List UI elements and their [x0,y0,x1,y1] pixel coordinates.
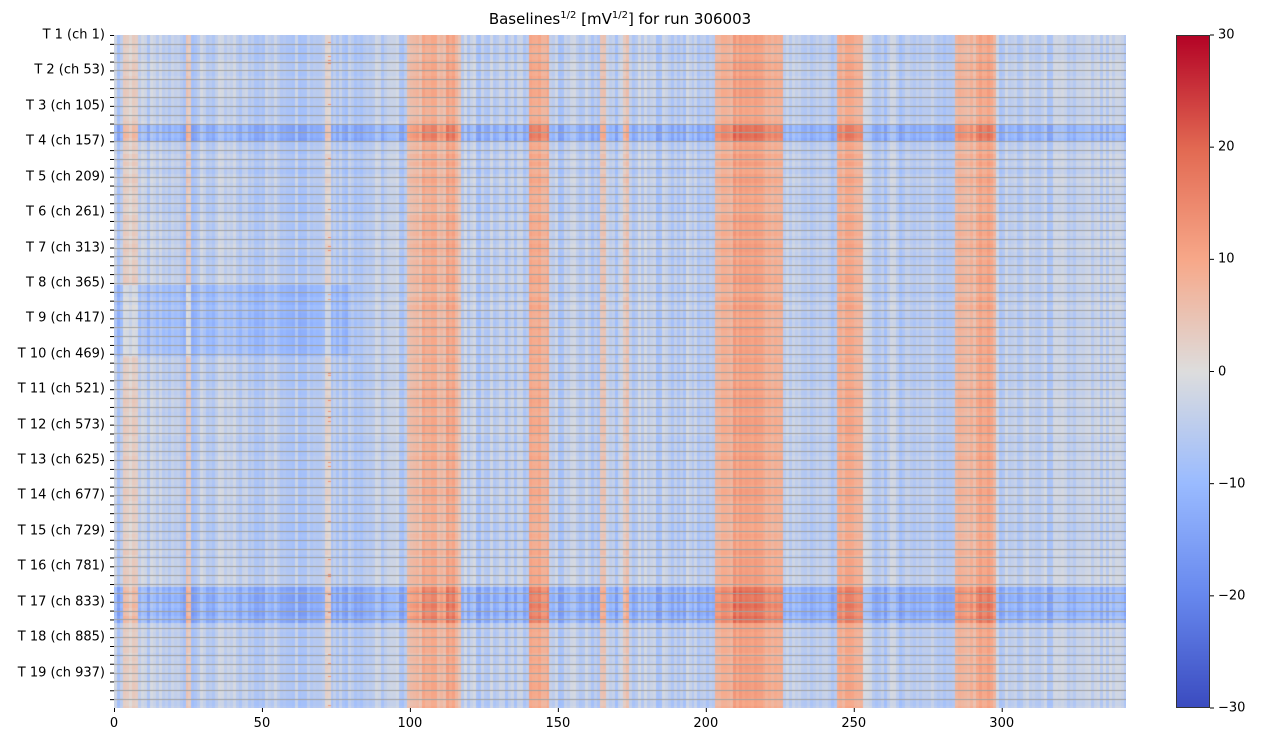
colorbar-tick-label: 10 [1218,251,1235,267]
x-tick-label: 150 [545,716,571,731]
heatmap-plot-area [114,35,1126,708]
y-tick-label: T 6 (ch 261) [26,204,105,220]
y-tick-label: T 3 (ch 105) [26,98,105,114]
x-tick-label: 50 [253,716,271,731]
y-tick-label: T 16 (ch 781) [17,558,105,574]
y-tick-label: T 13 (ch 625) [17,452,105,468]
colorbar [1176,35,1210,708]
colorbar-tick-label: −20 [1218,588,1246,604]
y-tick-label: T 8 (ch 365) [26,275,105,291]
colorbar-tick-label: −10 [1218,476,1246,492]
colorbar-tick-label: 0 [1218,364,1227,379]
y-tick-label: T 9 (ch 417) [26,310,105,326]
y-tick-label: T 19 (ch 937) [17,665,105,681]
colorbar-tick-label: 30 [1218,27,1235,43]
colorbar-tick-label: 20 [1218,139,1235,155]
y-tick-label: T 18 (ch 885) [17,629,105,645]
chart-title: Baselines1/2 [mV1/2] for run 306003 [488,10,752,28]
x-tick-label: 300 [989,716,1015,731]
x-tick-label: 0 [109,716,119,731]
x-tick-label: 100 [397,716,423,731]
y-tick-label: T 2 (ch 53) [34,62,105,78]
y-tick-label: T 12 (ch 573) [17,417,105,433]
x-tick-label: 200 [693,716,719,731]
y-tick-label: T 15 (ch 729) [17,523,105,539]
y-tick-label: T 7 (ch 313) [26,240,105,256]
y-tick-label: T 10 (ch 469) [17,346,105,362]
y-tick-label: T 5 (ch 209) [26,169,105,185]
y-tick-label: T 11 (ch 521) [17,381,105,397]
y-tick-label: T 4 (ch 157) [26,133,105,149]
colorbar-tick-label: −30 [1218,700,1246,716]
y-tick-label: T 14 (ch 677) [17,487,105,503]
y-tick-label: T 1 (ch 1) [42,27,105,43]
x-tick-label: 250 [841,716,867,731]
y-tick-label: T 17 (ch 833) [17,594,105,610]
